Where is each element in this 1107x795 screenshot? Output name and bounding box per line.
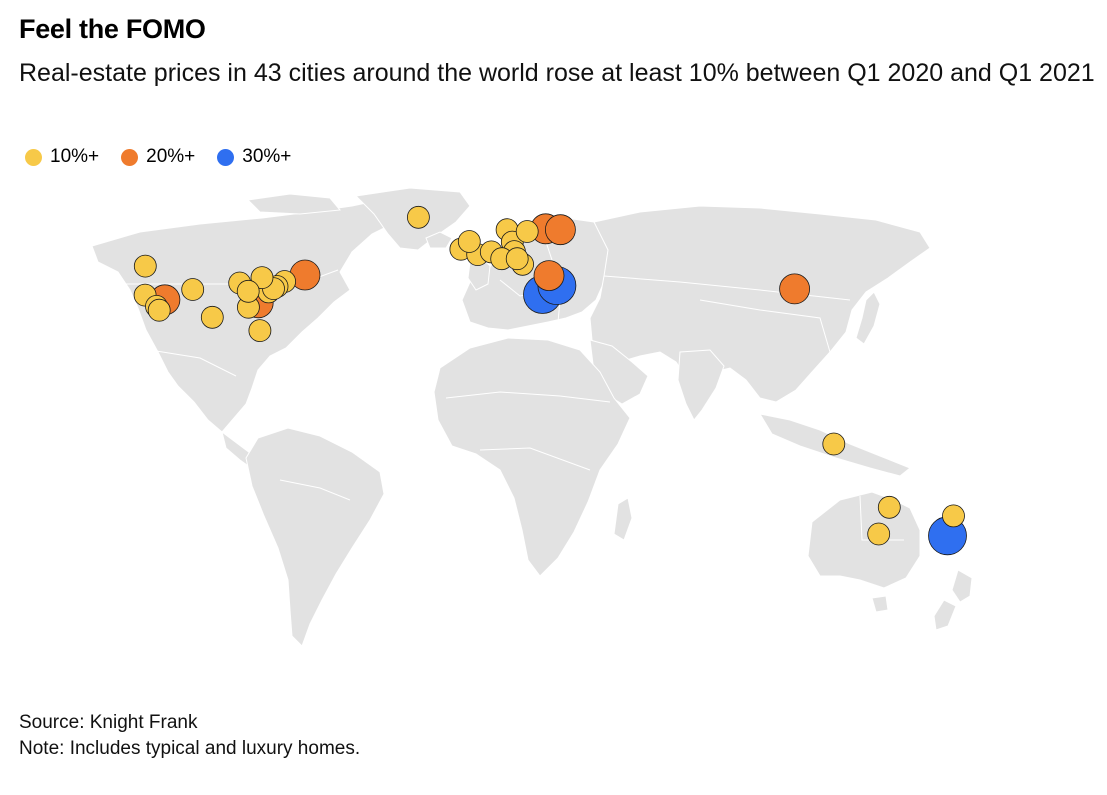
city-marker <box>515 220 539 243</box>
legend: 10%+ 20%+ 30%+ <box>25 146 313 168</box>
border-africa-central <box>479 447 591 471</box>
border-south-america <box>279 479 351 501</box>
city-marker <box>250 266 274 290</box>
legend-label-10: 10%+ <box>50 146 100 167</box>
landmass-iceland <box>425 231 453 249</box>
city-marker <box>133 254 157 278</box>
city-markers <box>133 205 967 556</box>
landmass-arctic-islands <box>246 193 341 215</box>
landmass-tasmania <box>871 595 889 613</box>
border-africa-north <box>445 391 611 403</box>
city-marker <box>877 495 901 519</box>
city-marker <box>533 260 565 292</box>
city-marker <box>457 230 481 253</box>
landmass-south-america <box>245 427 385 647</box>
city-marker <box>822 432 846 456</box>
source-note: Source: Knight Frank <box>19 712 198 733</box>
city-marker <box>545 214 576 246</box>
legend-label-20: 20%+ <box>146 146 196 167</box>
legend-label-30: 30%+ <box>242 146 292 167</box>
landmass-japan <box>855 291 881 345</box>
legend-dot-orange <box>121 148 139 166</box>
chart-title: Feel the FOMO <box>19 14 206 44</box>
methodology-note: Note: Includes typical and luxury homes. <box>19 738 361 759</box>
landmass-india <box>677 349 725 421</box>
border-us-mexico <box>149 349 237 377</box>
city-marker <box>200 305 224 329</box>
legend-dot-blue <box>217 148 235 166</box>
city-marker <box>505 247 529 271</box>
city-marker <box>248 319 272 343</box>
legend-item-10: 10%+ <box>25 146 99 168</box>
city-marker <box>181 278 205 301</box>
city-marker <box>236 279 260 303</box>
city-marker <box>942 504 965 528</box>
landmass-africa <box>433 337 631 577</box>
landmasses <box>91 187 973 647</box>
border-australia <box>859 495 904 541</box>
city-marker <box>779 273 810 305</box>
landmass-madagascar <box>613 497 633 541</box>
legend-item-20: 20%+ <box>121 146 195 168</box>
city-marker <box>867 522 891 546</box>
footer: Source: Knight Frank Note: Includes typi… <box>19 710 360 762</box>
world-map <box>91 187 973 647</box>
city-marker <box>147 298 171 322</box>
legend-item-30: 30%+ <box>217 146 291 168</box>
border-china <box>699 299 831 353</box>
legend-dot-yellow <box>25 148 42 166</box>
city-marker <box>406 205 430 229</box>
landmass-new-zealand <box>933 569 973 631</box>
chart-subtitle: Real-estate prices in 43 cities around t… <box>19 59 1095 87</box>
